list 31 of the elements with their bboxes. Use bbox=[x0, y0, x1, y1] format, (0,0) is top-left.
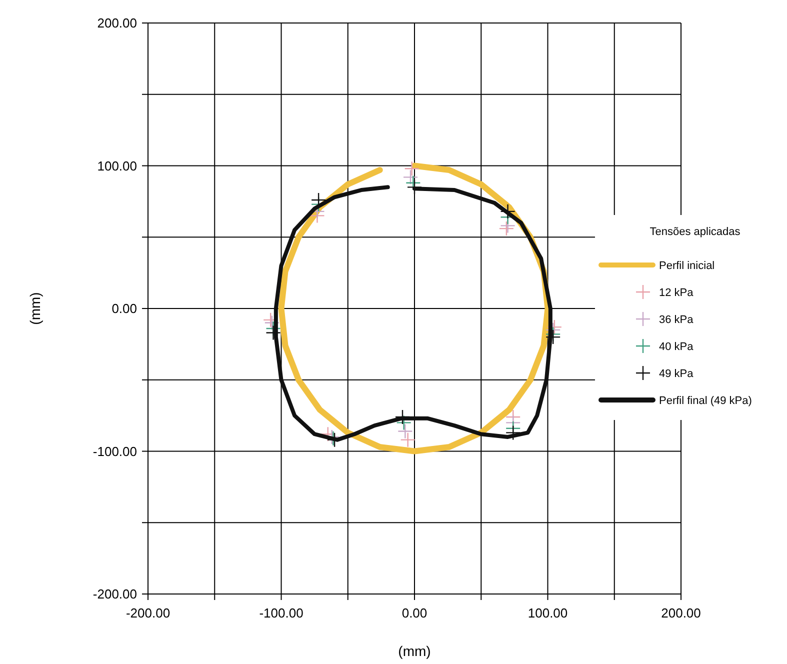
point bbox=[506, 425, 521, 440]
legend-label: 36 kPa bbox=[659, 314, 694, 326]
legend-label: 12 kPa bbox=[659, 287, 694, 299]
point bbox=[406, 175, 421, 190]
point bbox=[546, 319, 562, 335]
y-tick-label: 0.00 bbox=[112, 301, 137, 316]
legend-label: 49 kPa bbox=[659, 368, 694, 380]
legend-label: Perfil inicial bbox=[659, 260, 715, 272]
legend-title: Tensões aplicadas bbox=[650, 226, 741, 238]
point bbox=[498, 220, 514, 236]
y-tick-label: 200.00 bbox=[97, 16, 137, 31]
x-axis-title: (mm) bbox=[398, 643, 431, 659]
point bbox=[500, 204, 516, 220]
y-axis-title: (mm) bbox=[27, 292, 43, 325]
legend-label: Perfil final (49 kPa) bbox=[659, 395, 752, 407]
y-tick-label: -100.00 bbox=[92, 444, 137, 459]
x-tick-label: 0.00 bbox=[402, 605, 428, 620]
x-tick-label: -100.00 bbox=[259, 605, 304, 620]
point bbox=[402, 170, 418, 185]
y-tick-label: -200.00 bbox=[92, 586, 137, 602]
point bbox=[398, 424, 413, 439]
point bbox=[400, 432, 416, 448]
legend-label: 40 kPa bbox=[659, 341, 694, 353]
point bbox=[406, 180, 422, 195]
x-tick-label: 100.00 bbox=[528, 605, 568, 620]
y-tick-label: 100.00 bbox=[97, 158, 137, 174]
point bbox=[404, 161, 420, 176]
point bbox=[266, 325, 281, 340]
point bbox=[545, 329, 561, 345]
x-tick-label: -200.00 bbox=[126, 605, 170, 620]
x-tick-label: 200.00 bbox=[661, 605, 701, 620]
